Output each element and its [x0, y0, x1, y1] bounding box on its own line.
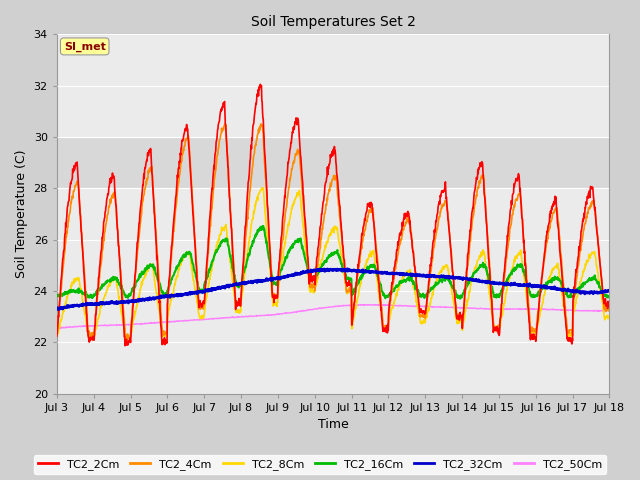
X-axis label: Time: Time: [318, 419, 349, 432]
Bar: [57, 137, 609, 188]
Y-axis label: Soil Temperature (C): Soil Temperature (C): [15, 150, 28, 278]
Text: SI_met: SI_met: [64, 41, 106, 51]
Legend: TC2_2Cm, TC2_4Cm, TC2_8Cm, TC2_16Cm, TC2_32Cm, TC2_50Cm: TC2_2Cm, TC2_4Cm, TC2_8Cm, TC2_16Cm, TC2…: [34, 455, 606, 474]
Title: Soil Temperatures Set 2: Soil Temperatures Set 2: [251, 15, 415, 29]
